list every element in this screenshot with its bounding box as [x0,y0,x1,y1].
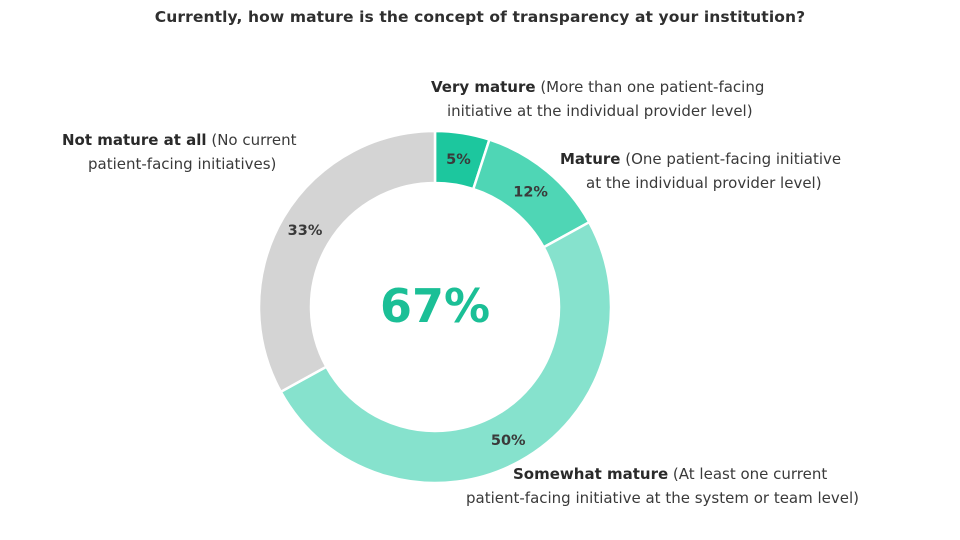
callout-mature: Mature (One patient-facing initiative at… [560,147,841,195]
donut-slice-somewhat-mature [279,220,613,485]
callout-mature-name: Mature [560,150,621,168]
callout-somewhat-mature: Somewhat mature (At least one current pa… [466,462,859,510]
callout-very-line2: initiative at the individual provider le… [447,102,753,120]
center-value: 67% [380,279,490,333]
donut-slice-not-mature-at-all [257,129,437,394]
callout-mature-line1: Mature (One patient-facing initiative [560,147,841,171]
callout-somewhat-name: Somewhat mature [513,465,669,483]
callout-very-desc1: (More than one patient-facing [540,78,765,96]
slice-label-somewhat-mature: 50% [491,433,526,449]
callout-not-line2: patient-facing initiatives) [88,155,277,173]
callout-somewhat-desc1: (At least one current [672,465,828,483]
callout-not-desc1: (No current [211,131,297,149]
slice-label-mature: 12% [513,184,548,200]
callout-very-mature: Very mature (More than one patient-facin… [431,75,764,123]
callout-not-mature: Not mature at all (No current patient-fa… [62,128,297,176]
callout-not-line1: Not mature at all (No current [62,128,297,152]
callout-very-line1: Very mature (More than one patient-facin… [431,75,764,99]
callout-somewhat-line1: Somewhat mature (At least one current [466,462,859,486]
callout-not-name: Not mature at all [62,131,207,149]
callout-somewhat-line2: patient-facing initiative at the system … [466,489,860,507]
slice-label-very-mature: 5% [446,152,471,168]
callout-mature-line2: at the individual provider level) [586,174,822,192]
donut-slices [257,129,613,485]
slice-label-not-mature-at-all: 33% [288,223,323,239]
chart-title: Currently, how mature is the concept of … [154,8,806,26]
callout-mature-desc1: (One patient-facing initiative [625,150,842,168]
callout-very-name: Very mature [431,78,536,96]
slice-labels: 5% 12% 50% 33% [288,152,549,449]
